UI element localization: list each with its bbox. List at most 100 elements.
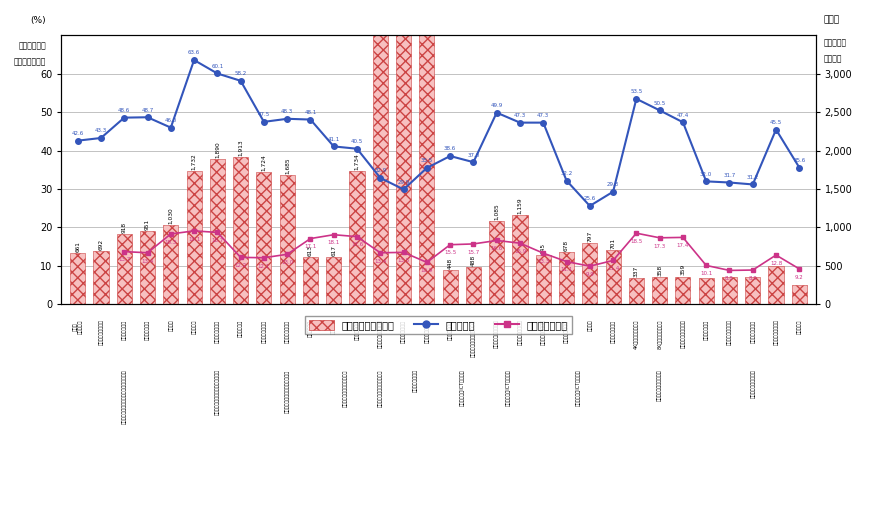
Text: 337: 337 [634, 266, 638, 277]
Text: 16.6: 16.6 [490, 246, 503, 251]
Text: 48.3: 48.3 [281, 109, 293, 114]
Text: 49.9: 49.9 [490, 103, 503, 108]
Text: 951: 951 [145, 219, 150, 230]
Bar [792, 285, 807, 304]
Bar [559, 252, 574, 304]
Text: カーシェアリング型: カーシェアリング型 [727, 319, 732, 345]
Text: 自律・制御型: 自律・制御型 [239, 319, 243, 337]
Legend: 支払意思額（月額）, 利用意向率, 有料利用意向率: 支払意思額（月額）, 利用意向率, 有料利用意向率 [305, 316, 572, 334]
Text: 678: 678 [564, 240, 569, 251]
Bar [140, 231, 155, 304]
Text: 1,085: 1,085 [495, 203, 499, 220]
Text: 38.6: 38.6 [444, 147, 456, 152]
Text: サービスロボット: サービスロボット [413, 370, 417, 392]
Text: 31.2: 31.2 [746, 175, 759, 180]
Text: 18.7: 18.7 [211, 238, 224, 243]
Text: 43.3: 43.3 [95, 128, 107, 133]
Text: 労働・時間共有型: 労働・時間共有型 [750, 319, 755, 343]
Text: 797: 797 [588, 231, 592, 242]
Bar [419, 0, 434, 304]
Text: 個人向け医療ICTサービス: 個人向け医療ICTサービス [506, 370, 510, 406]
Text: 運転助
型サービス: 運転助 型サービス [72, 319, 83, 334]
Text: 9.9: 9.9 [586, 272, 595, 277]
Text: 11.1: 11.1 [560, 267, 573, 272]
Text: 32.9: 32.9 [374, 168, 387, 173]
Text: 13.4: 13.4 [141, 259, 153, 264]
Bar [582, 243, 597, 304]
Text: 15.7: 15.7 [467, 249, 480, 255]
Text: 40.5: 40.5 [351, 139, 363, 144]
Text: 料金調整型サービス: 料金調整型サービス [98, 319, 103, 345]
Text: 63.6: 63.6 [188, 51, 200, 55]
Text: 健康情報提供型: 健康情報提供型 [354, 319, 360, 340]
Bar [699, 278, 714, 304]
Text: 個人向け金融ICTサービス: 個人向け金融ICTサービス [575, 370, 581, 406]
Text: 個人向け資産運用: 個人向け資産運用 [610, 319, 616, 343]
Text: 1,913: 1,913 [239, 139, 243, 156]
Text: 53.5: 53.5 [631, 89, 643, 94]
Bar [512, 215, 528, 304]
Text: 1,159: 1,159 [517, 197, 523, 214]
Text: 41.1: 41.1 [328, 137, 340, 142]
Text: 1,030: 1,030 [168, 207, 174, 224]
Text: 701: 701 [610, 238, 616, 249]
Text: 1,734: 1,734 [354, 153, 360, 170]
Bar [349, 171, 365, 304]
Text: 918: 918 [122, 222, 127, 233]
Text: 692: 692 [98, 239, 103, 250]
Text: 35.6: 35.6 [793, 158, 805, 163]
Bar [396, 0, 411, 304]
Text: 支払意思額: 支払意思額 [824, 38, 846, 47]
Bar [745, 277, 760, 304]
Text: 13.5: 13.5 [397, 258, 410, 263]
Text: 1,732: 1,732 [191, 153, 196, 170]
Text: 健康管理型遠隔医療: 健康管理型遠隔医療 [517, 319, 523, 345]
Bar [70, 254, 85, 304]
Text: インタラクティブ型遠隔教育: インタラクティブ型遠隔教育 [471, 319, 476, 357]
Text: 358: 358 [657, 264, 662, 276]
Bar [163, 225, 178, 304]
Text: 32.2: 32.2 [560, 171, 573, 176]
Bar [722, 277, 737, 304]
Text: 駐車スペース共有型: 駐車スペース共有型 [774, 319, 779, 345]
Text: 31.7: 31.7 [724, 173, 736, 178]
Text: 17.1: 17.1 [304, 244, 317, 249]
Text: 42.6: 42.6 [72, 131, 84, 136]
Text: 37.0: 37.0 [467, 153, 480, 158]
Text: 18.5: 18.5 [631, 239, 643, 244]
Text: 15.9: 15.9 [514, 249, 526, 254]
Bar [466, 267, 481, 304]
Text: 受講型遠隔教育: 受講型遠隔教育 [447, 319, 453, 340]
Text: 48.7: 48.7 [141, 107, 153, 113]
Text: 8.8: 8.8 [725, 276, 734, 281]
Text: 診断・相談型遠隔医療: 診断・相談型遠隔医療 [495, 319, 499, 348]
Text: ウェアラブル端末・サービス: ウェアラブル端末・サービス [378, 370, 382, 407]
Text: 立体映像放送サービス: 立体映像放送サービス [681, 319, 686, 348]
Bar [280, 175, 295, 304]
Text: 常時のみ自動型: 常時のみ自動型 [145, 319, 150, 340]
Text: コンテンツ配信サービス: コンテンツ配信サービス [657, 370, 662, 401]
Text: 1,685: 1,685 [285, 157, 289, 174]
Bar [652, 277, 667, 304]
Text: 異常検知・連絡型: 異常検知・連絡型 [285, 319, 289, 343]
Text: 全自動型: 全自動型 [168, 319, 174, 331]
Text: コミュニケーション型: コミュニケーション型 [378, 319, 382, 348]
Text: 29.9: 29.9 [397, 180, 410, 185]
Text: 17.4: 17.4 [677, 243, 689, 248]
Text: 47.4: 47.4 [677, 113, 689, 118]
Text: 13.4: 13.4 [374, 259, 387, 264]
Bar [93, 251, 109, 304]
Bar [210, 159, 225, 304]
Text: 17.6: 17.6 [351, 242, 363, 247]
Text: 32.0: 32.0 [700, 172, 712, 177]
Text: 介護向け見守り型: 介護向け見守り型 [424, 319, 430, 343]
Bar [629, 278, 644, 304]
Text: 48.6: 48.6 [118, 108, 131, 113]
Text: 47.5: 47.5 [258, 112, 270, 117]
Text: 60.1: 60.1 [211, 64, 224, 69]
Text: モノ共有型: モノ共有型 [797, 319, 802, 334]
Text: 58.2: 58.2 [234, 71, 246, 76]
Text: 47.3: 47.3 [514, 113, 526, 118]
Bar [187, 171, 202, 304]
Bar [233, 157, 248, 304]
